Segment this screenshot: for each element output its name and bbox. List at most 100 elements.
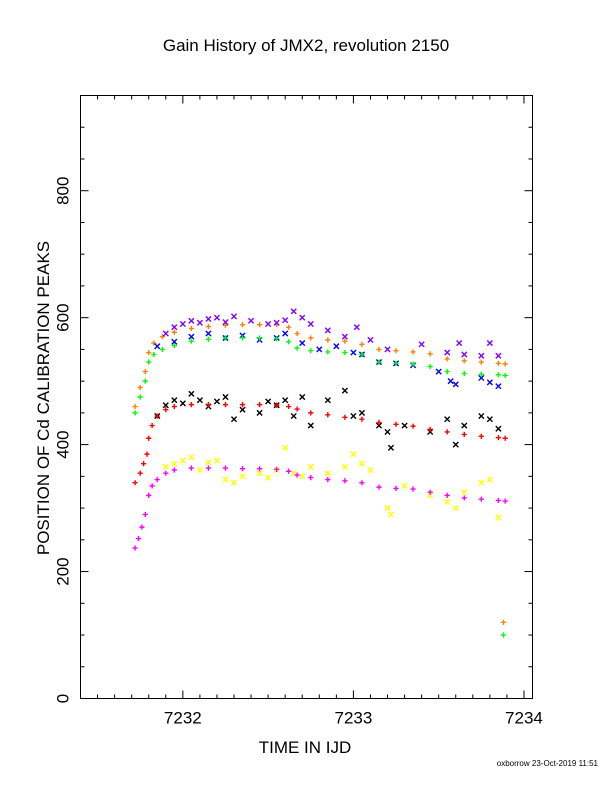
axes: 7232 7233 7234 0 200 400 600 800 (54, 95, 543, 728)
data-point (325, 337, 331, 343)
data-point (393, 348, 399, 354)
data-point (427, 351, 433, 357)
data-point (163, 407, 169, 413)
data-point (444, 492, 450, 498)
data-point (376, 359, 382, 365)
data-point (205, 315, 212, 323)
data-point (384, 504, 391, 512)
data-point (171, 324, 178, 331)
data-point (230, 416, 238, 423)
data-point (350, 412, 357, 420)
data-point (500, 632, 507, 638)
data-point (239, 406, 246, 413)
y-tick-label: 200 (54, 557, 73, 585)
data-point (308, 335, 314, 341)
data-point (461, 358, 467, 364)
data-point (188, 333, 195, 340)
data-point (341, 463, 348, 470)
data-point (196, 319, 203, 326)
data-point (146, 435, 152, 441)
data-point (502, 372, 508, 379)
data-point (342, 338, 348, 344)
data-point (213, 398, 221, 405)
data-point (299, 314, 306, 321)
data-point (500, 619, 507, 625)
data-point (230, 313, 238, 320)
data-point (154, 413, 160, 419)
data-point (163, 470, 169, 476)
data-point (376, 346, 382, 352)
data-point (376, 484, 382, 490)
data-point (308, 348, 314, 354)
data-point (285, 468, 292, 474)
data-point (256, 335, 263, 341)
data-point (461, 370, 467, 377)
data-point (179, 320, 186, 328)
data-point (294, 330, 300, 337)
data-point (410, 423, 416, 429)
data-marks (132, 308, 508, 638)
data-point (342, 414, 348, 420)
data-point (179, 400, 186, 407)
data-point (410, 486, 416, 492)
data-point (486, 476, 493, 483)
data-point (461, 431, 467, 438)
data-point (137, 384, 143, 391)
data-point (256, 322, 263, 328)
data-point (299, 393, 306, 401)
series-4 (154, 387, 502, 451)
data-point (367, 336, 374, 343)
data-point (456, 339, 463, 347)
data-point (144, 451, 150, 457)
x-tick-label: 7234 (505, 709, 543, 728)
data-point (316, 346, 323, 353)
data-point (239, 402, 246, 408)
data-point (452, 441, 459, 448)
data-point (162, 463, 169, 470)
data-point (299, 339, 306, 347)
data-point (239, 473, 246, 480)
data-point (358, 460, 366, 467)
data-point (427, 489, 433, 495)
data-point (461, 422, 468, 429)
data-point (142, 511, 148, 518)
data-point (230, 479, 238, 486)
data-point (135, 535, 142, 542)
x-tick-label: 7232 (164, 709, 202, 728)
data-point (213, 457, 221, 464)
data-point (452, 381, 459, 388)
data-point (502, 361, 508, 367)
data-point (294, 472, 300, 478)
data-point (359, 341, 365, 347)
data-point (282, 330, 289, 337)
x-tick-label: 7233 (334, 709, 372, 728)
data-point (171, 397, 178, 404)
data-point (188, 402, 194, 408)
data-point (478, 359, 484, 365)
data-point (308, 410, 314, 416)
data-point (188, 390, 195, 397)
data-point (149, 422, 155, 429)
data-point (285, 324, 292, 330)
data-point (222, 402, 229, 408)
data-point (265, 320, 272, 328)
data-point (325, 349, 331, 355)
data-point (205, 402, 212, 408)
data-point (159, 334, 165, 340)
data-point (162, 330, 169, 337)
data-point (146, 492, 152, 498)
data-point (324, 470, 331, 477)
series-6 (162, 444, 502, 521)
data-point (478, 433, 484, 439)
data-point (256, 466, 263, 472)
data-point (478, 352, 485, 359)
data-point (353, 324, 360, 331)
data-point (222, 322, 229, 328)
data-point (188, 338, 194, 344)
data-point (274, 336, 280, 342)
data-point (478, 374, 485, 382)
data-point (410, 349, 416, 355)
data-point (502, 435, 508, 441)
data-point (299, 473, 306, 480)
data-point (410, 361, 416, 367)
